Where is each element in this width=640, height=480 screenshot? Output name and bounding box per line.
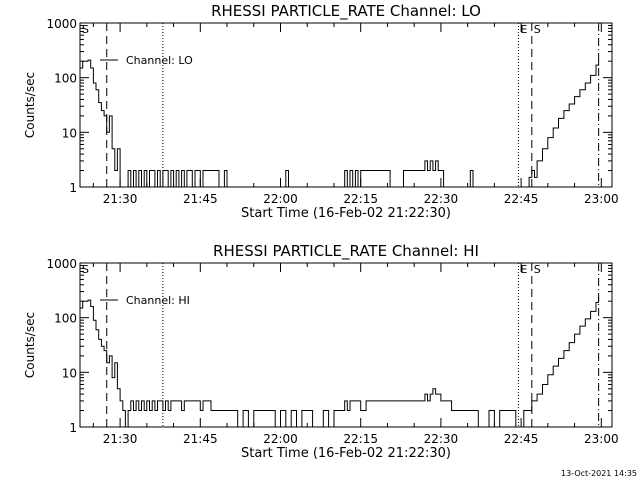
chart-panel-1: RHESSI PARTICLE_RATE Channel: LO 1 10 100 10… [23,2,619,221]
x-axis-label: Start Time (16-Feb-02 21:22:30) [241,446,451,461]
event-marker-label: E [520,23,527,36]
x-tick-label: 21:30 [103,192,138,206]
y-tick-label: 1000 [46,257,77,271]
event-marker-label: S [82,263,89,276]
legend-entry: Channel: HI [126,294,190,307]
chart-title: RHESSI PARTICLE_RATE Channel: LO [211,2,481,21]
chart-panel-2: RHESSI PARTICLE_RATE Channel: HI 1 10 100 10… [23,242,619,461]
y-tick-label: 10 [62,126,77,140]
x-tick-label: 21:30 [103,432,138,446]
y-tick-label: 1000 [46,17,77,31]
x-tick-label: 21:45 [183,192,218,206]
data-series-line [80,296,600,428]
data-series-line [80,59,600,188]
y-tick-label: 10 [62,366,77,380]
x-tick-label: 22:15 [343,432,378,446]
event-marker-label: S [534,23,541,36]
x-tick-label: 22:30 [424,192,459,206]
x-tick-label: 22:45 [504,432,539,446]
x-tick-label: 23:00 [584,432,619,446]
y-tick-label: 1 [69,181,77,195]
x-axis-label: Start Time (16-Feb-02 21:22:30) [241,206,451,221]
legend-entry: Channel: LO [126,54,193,67]
chart-title: RHESSI PARTICLE_RATE Channel: HI [213,242,479,261]
x-tick-label: 22:15 [343,192,378,206]
event-marker-label: S [82,23,89,36]
footer-timestamp: 13-Oct-2021 14:35 [561,469,637,478]
x-tick-label: 22:00 [263,432,298,446]
y-axis-label: Counts/sec [23,312,37,378]
x-tick-label: 23:00 [584,192,619,206]
event-marker-label: E [520,263,527,276]
x-tick-label: 22:00 [263,192,298,206]
x-tick-label: 22:45 [504,192,539,206]
x-tick-label: 21:45 [183,432,218,446]
y-tick-label: 1 [69,421,77,435]
y-tick-label: 100 [54,72,77,86]
y-axis-label: Counts/sec [23,72,37,138]
event-marker-label: S [534,263,541,276]
x-tick-label: 22:30 [424,432,459,446]
y-tick-label: 100 [54,312,77,326]
